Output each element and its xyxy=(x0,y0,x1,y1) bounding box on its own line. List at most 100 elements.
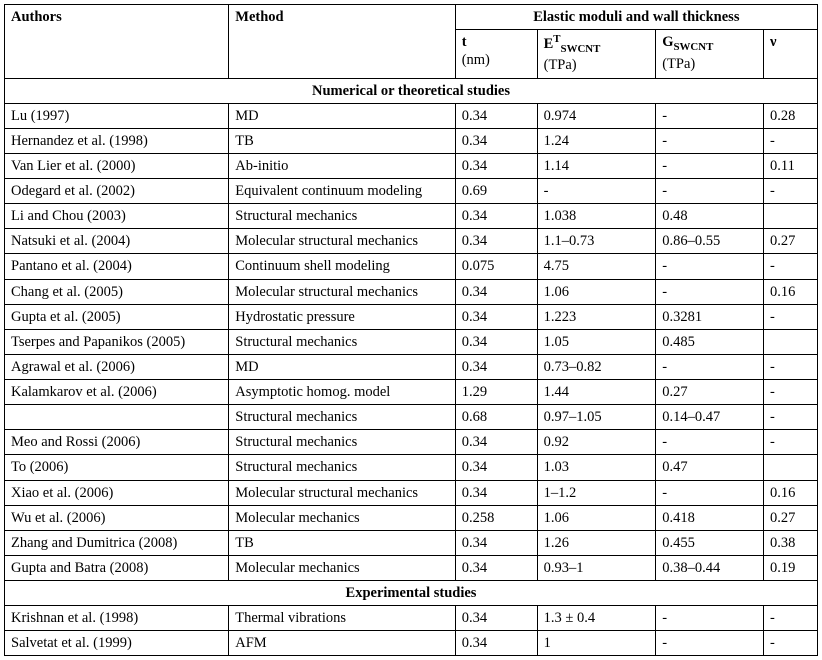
cell-nu: - xyxy=(764,606,818,631)
table-row: Natsuki et al. (2004)Molecular structura… xyxy=(5,229,818,254)
section-title: Experimental studies xyxy=(5,581,818,606)
cell-method: MD xyxy=(229,103,455,128)
cell-method: MD xyxy=(229,354,455,379)
cell-authors: Natsuki et al. (2004) xyxy=(5,229,229,254)
cell-authors: Wu et al. (2006) xyxy=(5,505,229,530)
cell-t: 0.34 xyxy=(455,555,537,580)
cell-authors: Li and Chou (2003) xyxy=(5,204,229,229)
cell-method: Thermal vibrations xyxy=(229,606,455,631)
cell-method: TB xyxy=(229,128,455,153)
table-row: Li and Chou (2003)Structural mechanics0.… xyxy=(5,204,818,229)
cell-g: - xyxy=(656,354,764,379)
cell-e: 4.75 xyxy=(537,254,656,279)
cell-method: Hydrostatic pressure xyxy=(229,304,455,329)
cell-method: Molecular mechanics xyxy=(229,555,455,580)
cell-authors: Lu (1997) xyxy=(5,103,229,128)
table-row: Hernandez et al. (1998)TB0.341.24-- xyxy=(5,128,818,153)
cell-e: 1.03 xyxy=(537,455,656,480)
cell-t: 0.34 xyxy=(455,606,537,631)
cell-method: TB xyxy=(229,530,455,555)
cell-nu: - xyxy=(764,254,818,279)
cell-authors: Gupta and Batra (2008) xyxy=(5,555,229,580)
cell-method: Structural mechanics xyxy=(229,204,455,229)
cell-t: 0.69 xyxy=(455,179,537,204)
cell-nu: - xyxy=(764,128,818,153)
cell-e: 1.44 xyxy=(537,380,656,405)
cell-g: 0.48 xyxy=(656,204,764,229)
cell-e: 0.73–0.82 xyxy=(537,354,656,379)
cell-authors: Chang et al. (2005) xyxy=(5,279,229,304)
cell-g: - xyxy=(656,606,764,631)
cell-t: 0.34 xyxy=(455,329,537,354)
cell-e: 0.97–1.05 xyxy=(537,405,656,430)
cell-t: 0.34 xyxy=(455,430,537,455)
cell-authors: Hernandez et al. (1998) xyxy=(5,128,229,153)
cell-e: 0.93–1 xyxy=(537,555,656,580)
cell-method: Molecular structural mechanics xyxy=(229,480,455,505)
cell-g: 0.14–0.47 xyxy=(656,405,764,430)
cell-authors: To (2006) xyxy=(5,455,229,480)
cell-nu: - xyxy=(764,304,818,329)
cell-g: 0.418 xyxy=(656,505,764,530)
cell-nu: - xyxy=(764,631,818,656)
cell-nu: 0.28 xyxy=(764,103,818,128)
table-row: Meo and Rossi (2006)Structural mechanics… xyxy=(5,430,818,455)
cell-t: 0.075 xyxy=(455,254,537,279)
cell-nu xyxy=(764,329,818,354)
cell-t: 0.34 xyxy=(455,128,537,153)
cell-nu xyxy=(764,455,818,480)
cell-e: 1.06 xyxy=(537,505,656,530)
cell-method: Structural mechanics xyxy=(229,455,455,480)
cell-g: - xyxy=(656,480,764,505)
col-subheader-t: t (nm) xyxy=(455,30,537,78)
table-container: Authors Method Elastic moduli and wall t… xyxy=(0,0,822,660)
cell-authors: Pantano et al. (2004) xyxy=(5,254,229,279)
cell-g: - xyxy=(656,279,764,304)
cell-t: 0.34 xyxy=(455,279,537,304)
section-header: Experimental studies xyxy=(5,581,818,606)
cell-nu: - xyxy=(764,380,818,405)
cell-t: 0.34 xyxy=(455,455,537,480)
cell-method: Structural mechanics xyxy=(229,405,455,430)
cell-t: 0.258 xyxy=(455,505,537,530)
cell-e: 1.1–0.73 xyxy=(537,229,656,254)
col-header-elastic-span: Elastic moduli and wall thickness xyxy=(455,5,817,30)
col-header-method: Method xyxy=(229,5,455,79)
cell-e: 1.05 xyxy=(537,329,656,354)
cell-g: - xyxy=(656,128,764,153)
cell-e: 1.223 xyxy=(537,304,656,329)
cell-t: 0.34 xyxy=(455,103,537,128)
cell-t: 0.34 xyxy=(455,153,537,178)
cell-authors: Krishnan et al. (1998) xyxy=(5,606,229,631)
cell-method: Ab-initio xyxy=(229,153,455,178)
col-subheader-e-symbol: ETSWCNT xyxy=(544,36,601,52)
cell-e: 1.24 xyxy=(537,128,656,153)
cell-nu: 0.38 xyxy=(764,530,818,555)
col-subheader-g-symbol: GSWCNT xyxy=(662,34,713,50)
table-row: Wu et al. (2006)Molecular mechanics0.258… xyxy=(5,505,818,530)
table-row: Chang et al. (2005)Molecular structural … xyxy=(5,279,818,304)
col-subheader-e: ETSWCNT (TPa) xyxy=(537,30,656,78)
cell-e: 0.974 xyxy=(537,103,656,128)
table-row: Zhang and Dumitrica (2008)TB0.341.260.45… xyxy=(5,530,818,555)
cell-authors: Zhang and Dumitrica (2008) xyxy=(5,530,229,555)
col-subheader-g: GSWCNT (TPa) xyxy=(656,30,764,78)
cell-t: 0.34 xyxy=(455,204,537,229)
col-subheader-t-symbol: t xyxy=(462,34,467,50)
cell-g: - xyxy=(656,153,764,178)
cell-g: - xyxy=(656,254,764,279)
table-row: Gupta et al. (2005)Hydrostatic pressure0… xyxy=(5,304,818,329)
table-row: Salvetat et al. (1999)AFM0.341-- xyxy=(5,631,818,656)
table-header: Authors Method Elastic moduli and wall t… xyxy=(5,5,818,79)
cell-e: 1 xyxy=(537,631,656,656)
cell-nu: 0.27 xyxy=(764,505,818,530)
cell-t: 0.68 xyxy=(455,405,537,430)
cell-e: - xyxy=(537,179,656,204)
cell-method: Structural mechanics xyxy=(229,430,455,455)
cell-method: Molecular mechanics xyxy=(229,505,455,530)
cell-nu: 0.16 xyxy=(764,480,818,505)
cell-authors: Meo and Rossi (2006) xyxy=(5,430,229,455)
table-row: Kalamkarov et al. (2006)Asymptotic homog… xyxy=(5,380,818,405)
cell-authors: Kalamkarov et al. (2006) xyxy=(5,380,229,405)
cell-nu: 0.27 xyxy=(764,229,818,254)
